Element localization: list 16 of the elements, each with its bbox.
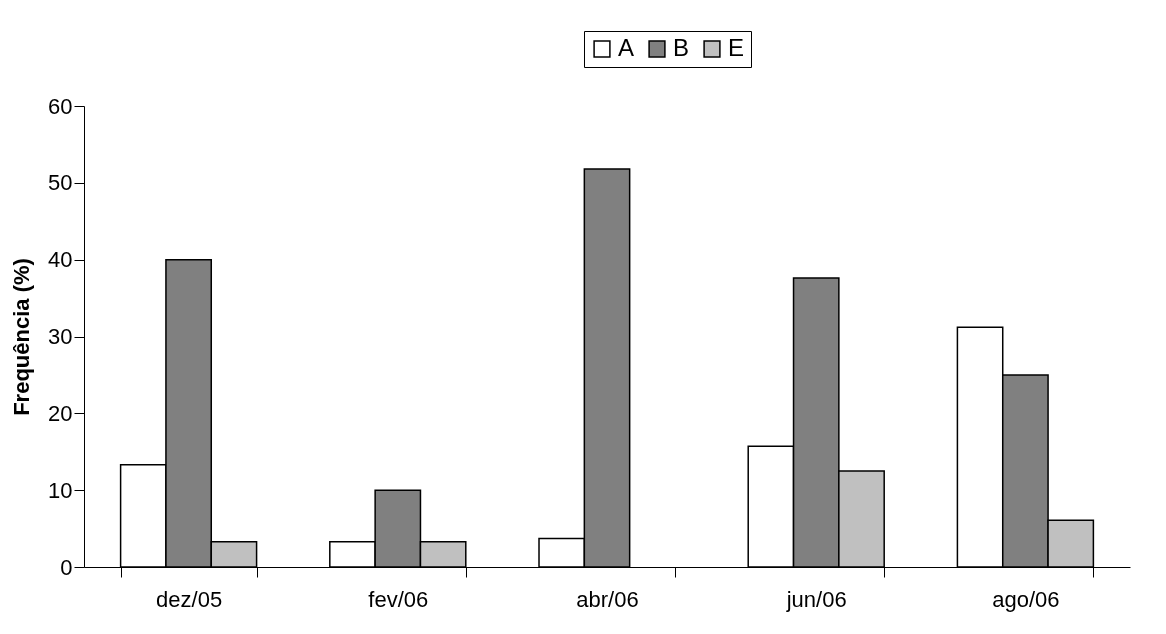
y-tick-label: 40: [48, 247, 73, 273]
y-axis-title: Frequência (%): [9, 258, 35, 416]
y-tick-label: 50: [48, 170, 73, 196]
x-tick-label: ago/06: [992, 586, 1060, 612]
y-tick-label: 30: [48, 324, 73, 349]
legend-label: B: [673, 34, 690, 61]
y-tick-label: 60: [48, 93, 73, 119]
legend-label: E: [728, 34, 745, 61]
x-tick-label: jun/06: [785, 586, 847, 612]
x-tick-label: abr/06: [576, 586, 639, 612]
y-tick-label: 20: [48, 400, 73, 426]
y-tick-label: 10: [48, 477, 73, 503]
y-tick-label: 0: [60, 554, 73, 580]
legend-label: A: [618, 34, 635, 61]
x-tick-label: dez/05: [156, 586, 223, 612]
x-tick-label: fev/06: [368, 586, 429, 612]
